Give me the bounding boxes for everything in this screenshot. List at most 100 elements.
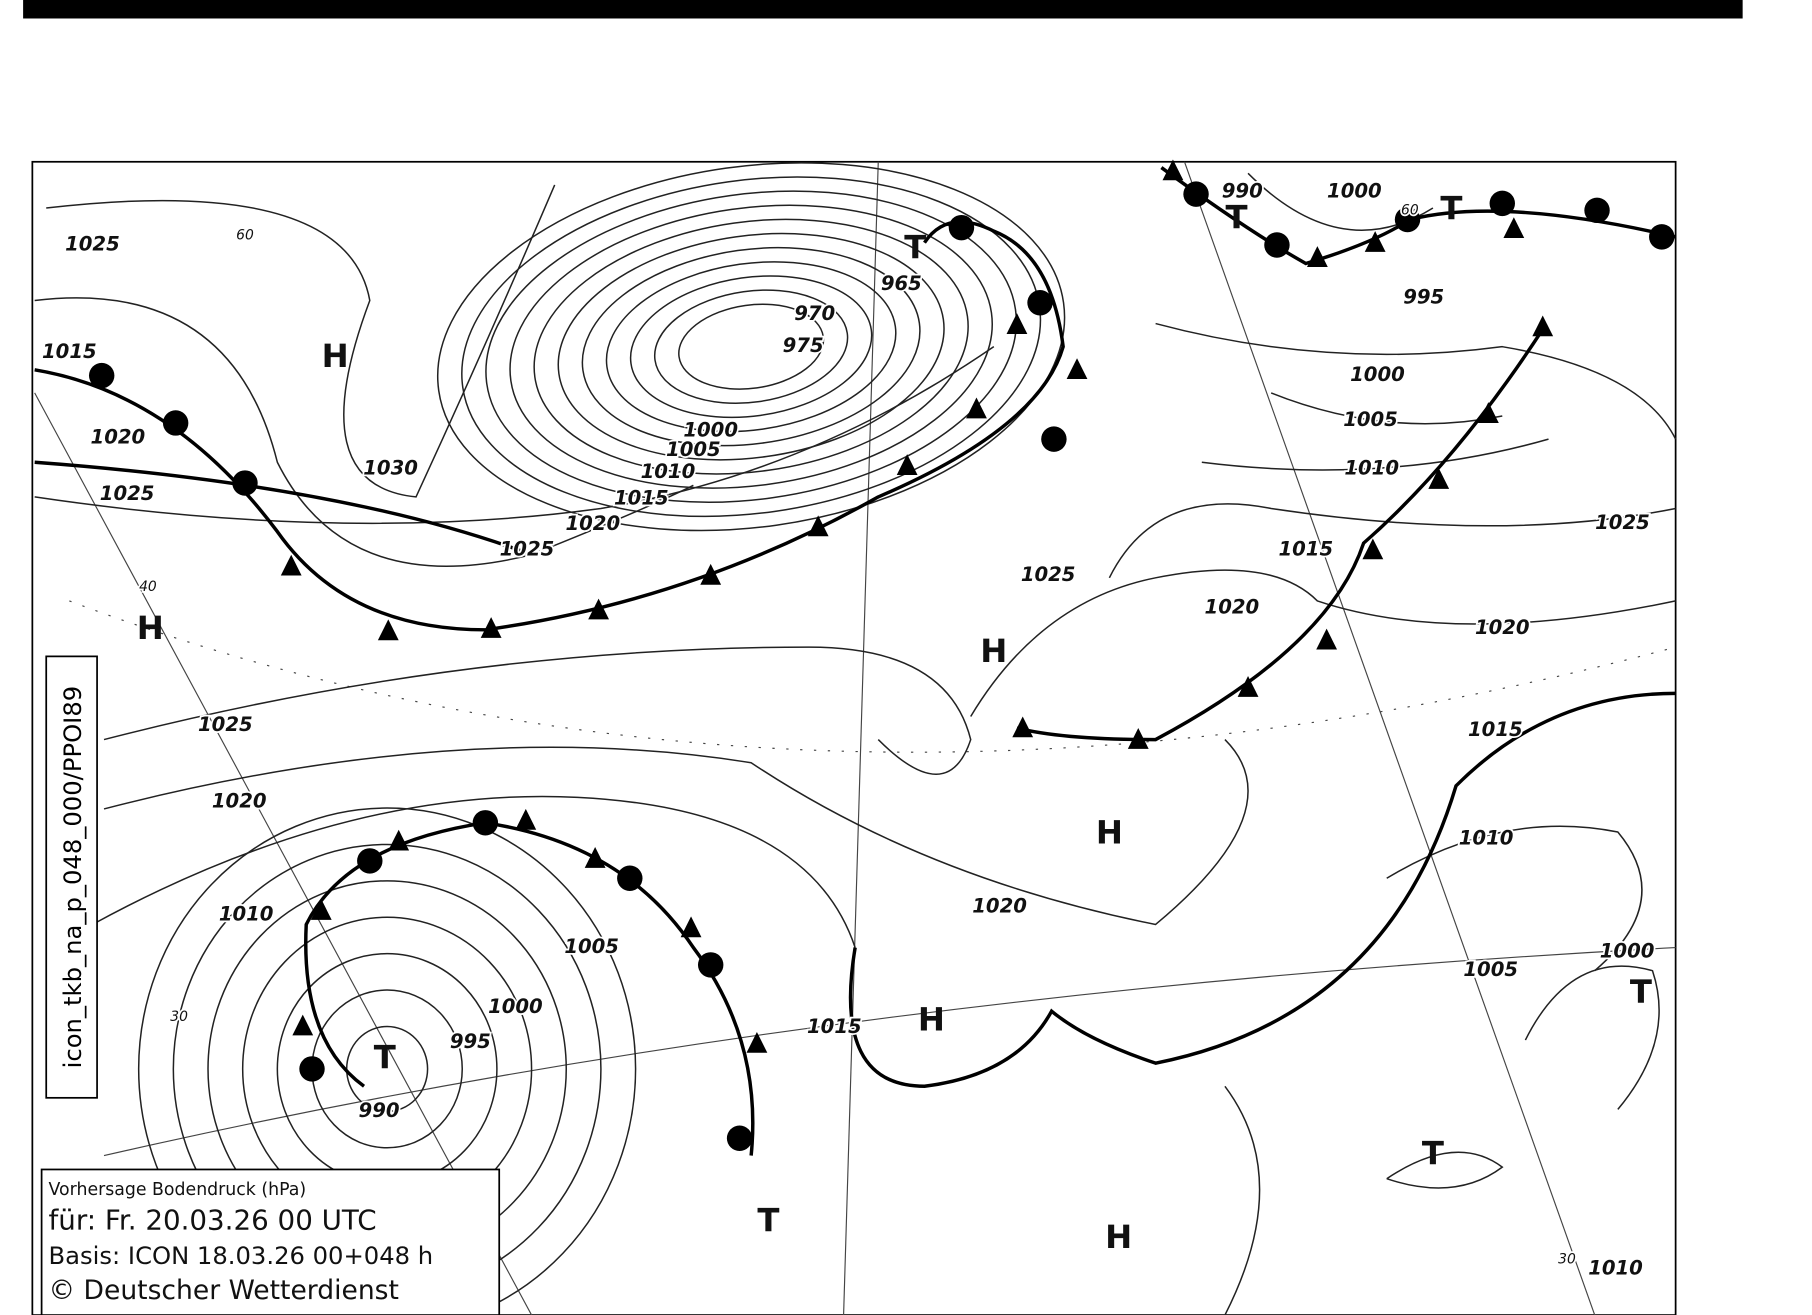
isobar <box>1108 503 1676 579</box>
pressure-label: 1015 <box>42 340 97 363</box>
front-circle <box>1027 290 1053 316</box>
front-triangle <box>896 454 918 475</box>
front-circle <box>726 1125 753 1151</box>
front <box>34 460 533 557</box>
front-circle <box>232 470 258 496</box>
pressure-center: H <box>918 1001 945 1039</box>
pressure-label: 1025 <box>1021 563 1076 586</box>
pressure-label: 1025 <box>500 538 555 561</box>
pressure-label: 1005 <box>1343 408 1398 431</box>
isobar <box>1524 965 1660 1110</box>
front-triangle <box>1162 159 1184 181</box>
pressure-label: 1010 <box>1459 826 1514 849</box>
pressure-label: 1015 <box>1468 718 1523 741</box>
front-circle <box>162 410 189 436</box>
front-circle <box>88 362 115 389</box>
pressure-label: 1025 <box>100 482 155 505</box>
pressure-label: 995 <box>450 1030 491 1053</box>
isobar <box>46 184 556 498</box>
pressure-label: 1005 <box>666 438 721 461</box>
front <box>34 220 1065 632</box>
isobar <box>970 569 1676 717</box>
front-circle <box>472 810 499 836</box>
isobar <box>1386 1151 1504 1189</box>
pressure-center: T <box>904 229 926 267</box>
pressure-label: 1015 <box>614 487 669 510</box>
pressure-label: 970 <box>794 302 835 325</box>
pressure-center: H <box>980 632 1007 670</box>
pressure-label: 1020 <box>212 789 267 812</box>
front-circle <box>1394 206 1421 233</box>
front-triangle <box>515 808 537 830</box>
isobar <box>509 204 993 489</box>
front-triangle <box>1012 716 1034 738</box>
top-bar <box>23 0 1743 19</box>
meridian <box>34 392 533 1315</box>
pressure-label: 1020 <box>91 425 146 448</box>
pressure-center: T <box>1630 973 1652 1011</box>
front-triangle <box>1006 313 1028 334</box>
pressure-label: 1025 <box>1595 511 1650 534</box>
pressure-label: 1000 <box>683 419 738 442</box>
front-triangle <box>1364 231 1386 252</box>
front-triangle <box>377 619 399 641</box>
pressure-label: 1010 <box>1588 1256 1643 1279</box>
front-circle <box>697 952 724 978</box>
pressure-label: 990 <box>1222 179 1263 202</box>
front-triangle <box>480 617 502 638</box>
isobar <box>92 795 856 948</box>
front-triangle <box>1478 402 1499 423</box>
info-box <box>40 1168 501 1315</box>
pressure-label: 1000 <box>1350 363 1405 386</box>
isobar <box>533 218 969 475</box>
pressure-label: 1010 <box>641 460 696 483</box>
front-triangle <box>1362 538 1384 560</box>
isobar <box>557 232 945 461</box>
pressure-label: 1010 <box>219 903 274 926</box>
pressure-center: T <box>757 1202 779 1240</box>
isobar <box>1386 825 1643 972</box>
isobar <box>1155 322 1677 440</box>
isobar <box>103 739 1249 926</box>
info-title: Vorhersage Bodendruck (hPa) <box>49 1180 307 1200</box>
pressure-label: 1020 <box>1205 595 1260 618</box>
front-circle <box>1489 190 1515 217</box>
parallel <box>69 600 1676 753</box>
map-layer: 1025 601015102010251030401025102010103010… <box>23 0 1743 1315</box>
front-triangle <box>700 563 722 585</box>
pressure-label: 1015 <box>807 1015 862 1038</box>
isobar <box>678 303 825 390</box>
info-valid: für: Fr. 20.03.26 00 UTC <box>49 1204 377 1237</box>
pressure-label: 1005 <box>1463 958 1518 981</box>
pressure-center: T <box>1225 199 1247 237</box>
front-triangle <box>588 598 610 620</box>
pressure-center: H <box>322 337 349 375</box>
front-triangle <box>1237 676 1259 697</box>
front <box>304 821 755 1156</box>
pressure-label: 1005 <box>564 935 619 958</box>
pressure-label: 1020 <box>1475 616 1530 639</box>
pressure-center: T <box>1440 189 1462 227</box>
front-circle <box>1584 197 1610 224</box>
side-label: icon_tkb_na_p_048_000/PPOI89 <box>58 686 87 1069</box>
front-circle <box>357 848 383 874</box>
isobar <box>1201 438 1549 471</box>
pressure-center: H <box>1105 1218 1132 1256</box>
front-triangle <box>746 1031 768 1053</box>
pressure-label: 995 <box>1403 286 1444 309</box>
pressure-label: 1015 <box>1279 538 1334 561</box>
pressure-label: 1025 <box>65 232 120 255</box>
front-circle <box>1183 181 1209 207</box>
meridian <box>1183 161 1596 1315</box>
pressure-label: 60 <box>236 228 254 244</box>
front-triangle <box>966 397 987 419</box>
front-circle <box>299 1056 325 1082</box>
pressure-label: 60 <box>1401 202 1419 218</box>
front-triangle <box>584 847 606 868</box>
front-circle <box>1264 232 1290 258</box>
side-label-box <box>45 655 98 1099</box>
front-triangle <box>1066 358 1088 380</box>
front <box>1016 328 1545 742</box>
